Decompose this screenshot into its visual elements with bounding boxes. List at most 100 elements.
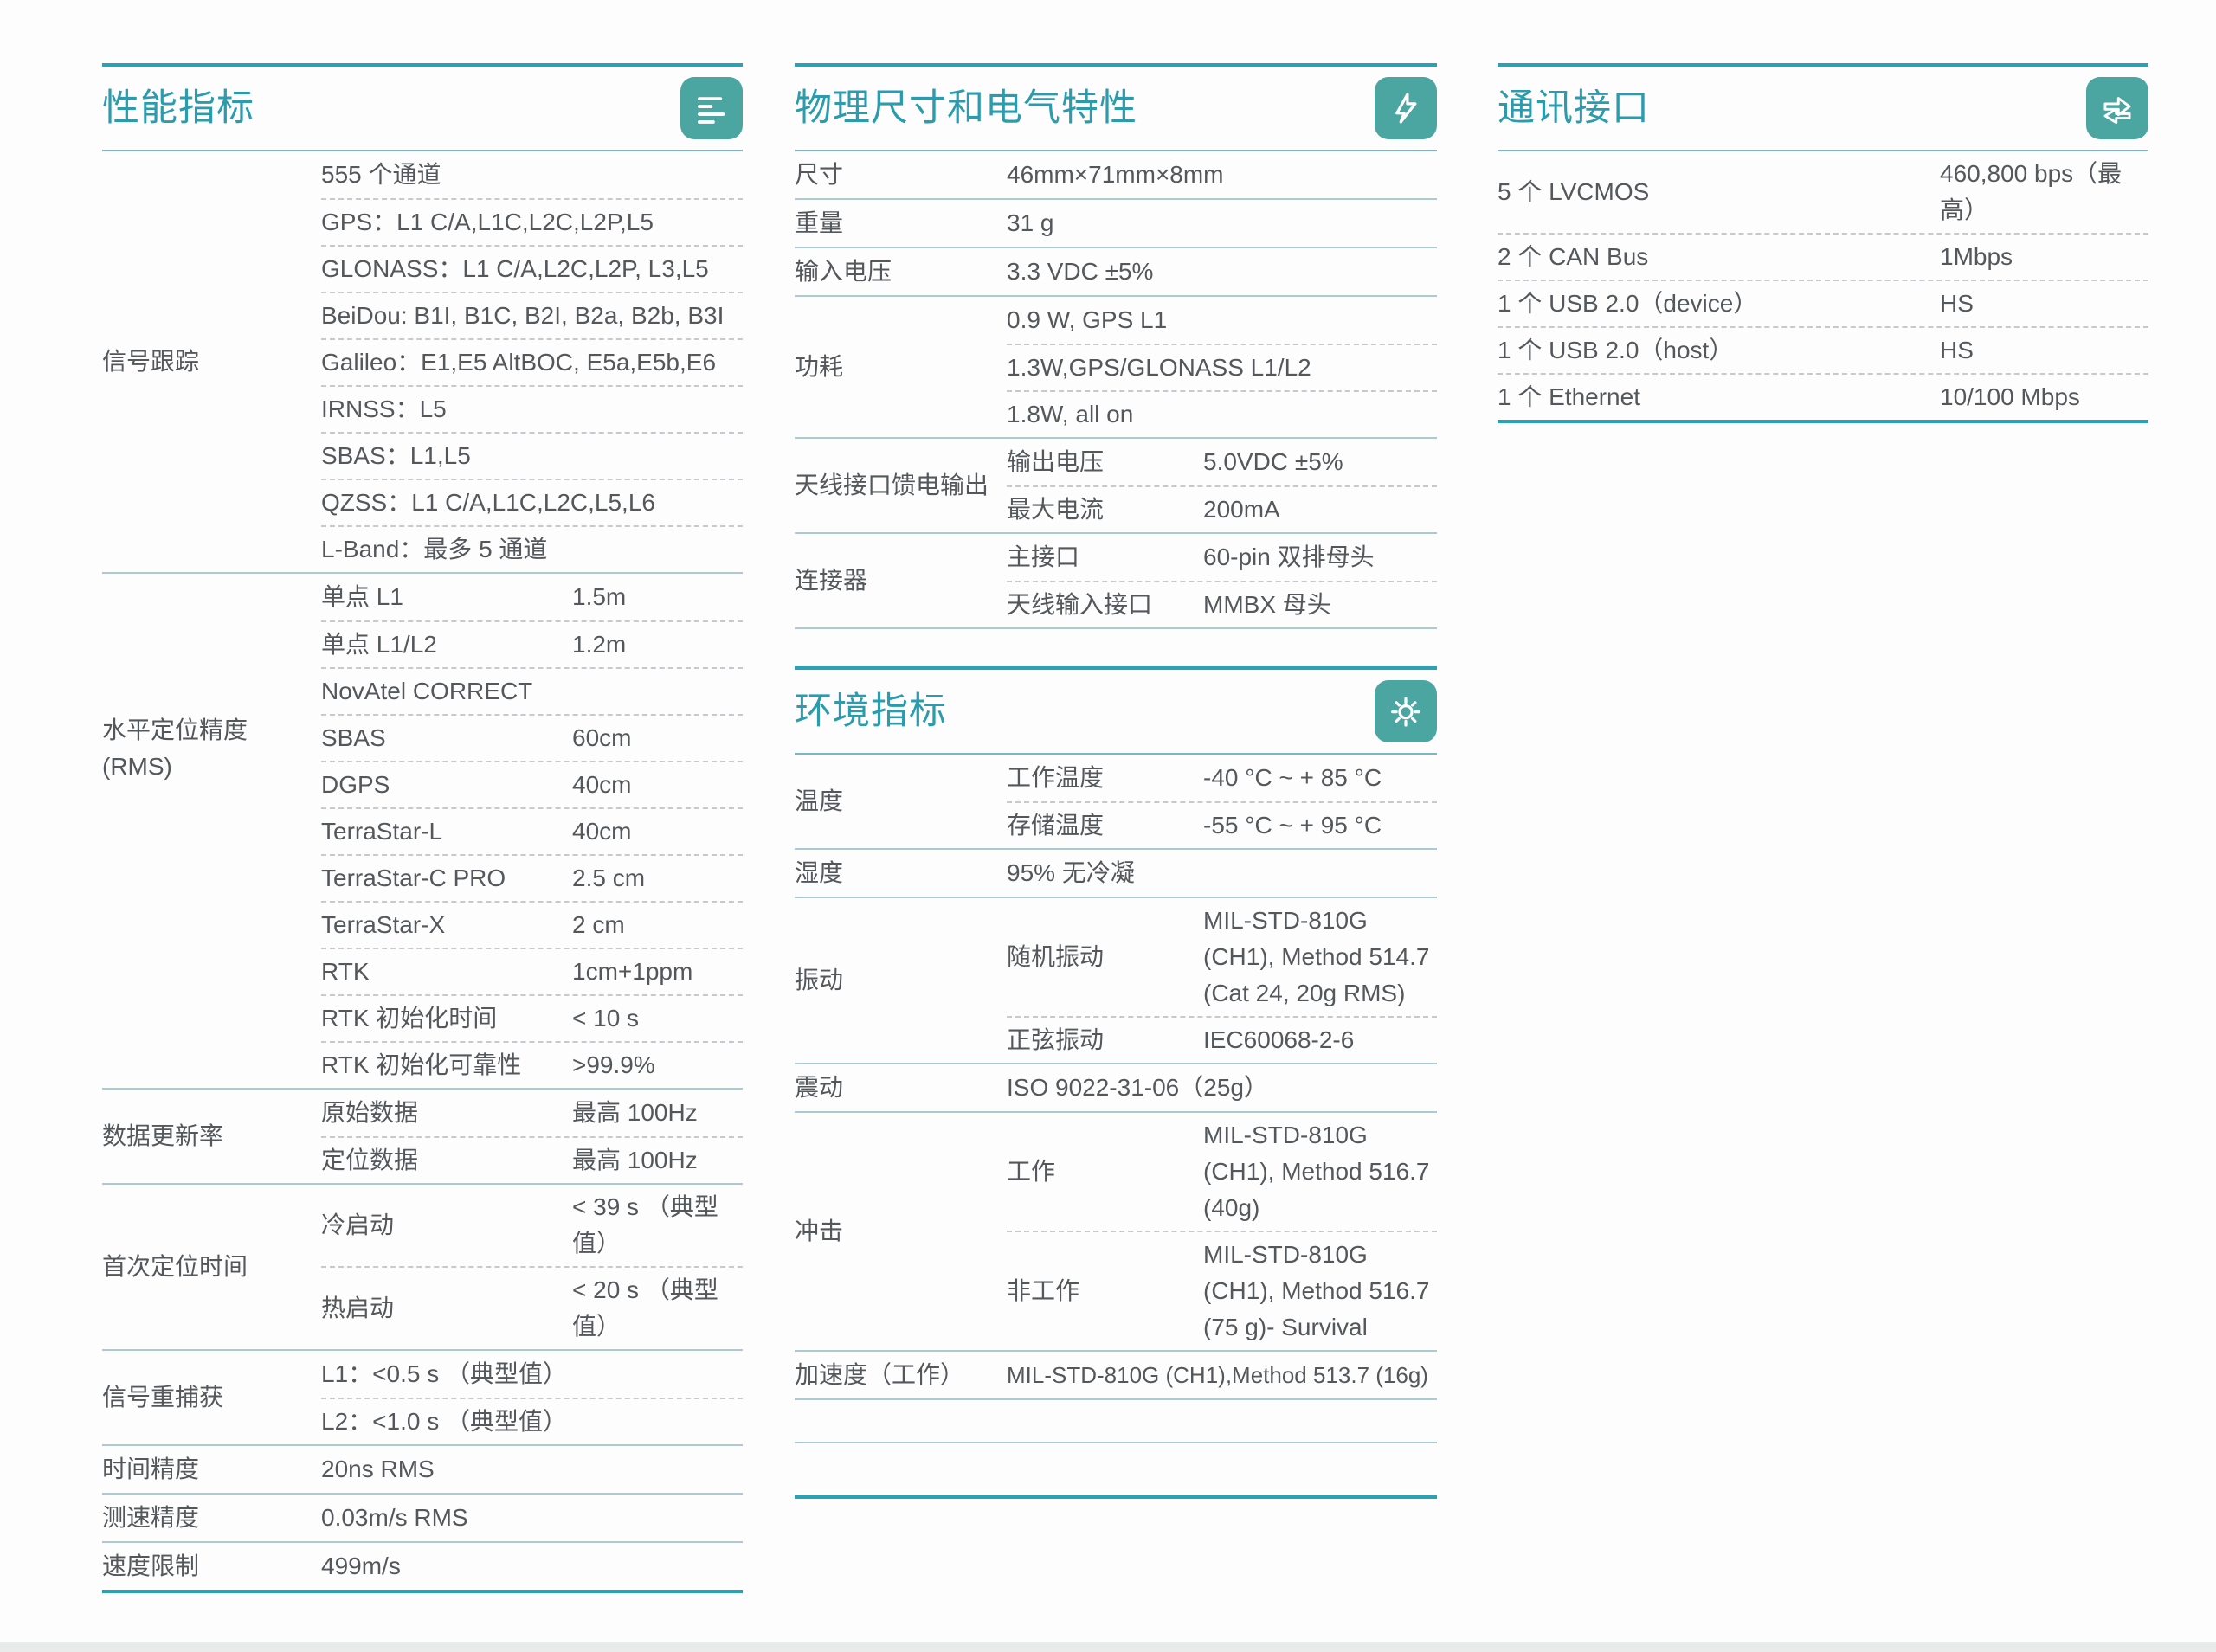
- spec-row: L1：<0.5 s （典型值）: [321, 1351, 743, 1398]
- section-top-rule: [795, 666, 1437, 670]
- spec-row: 非工作 MIL-STD-810G (CH1), Method 516.7 (75 …: [1007, 1231, 1437, 1350]
- section-communication: 通讯接口 5 个 LVCMOS 460,800 bps（最高） 2 个 CAN B…: [1498, 63, 2148, 423]
- spec-row: Galileo：E1,E5 AltBOC, E5a,E5b,E6: [321, 338, 743, 385]
- spec-value: 60-pin 双排母头: [1203, 543, 1375, 570]
- spec-value: 46mm×71mm×8mm: [1007, 161, 1224, 188]
- spec-value: 最高 100Hz: [572, 1147, 698, 1173]
- group-label: 加速度（工作）: [795, 1361, 965, 1388]
- spec-group-shock: 冲击 工作 MIL-STD-810G (CH1), Method 516.7 (4…: [795, 1111, 1437, 1350]
- group-label: 时间精度: [102, 1456, 200, 1482]
- spec-group-input-voltage: 输入电压 3.3 VDC ±5%: [795, 247, 1437, 295]
- group-label: 重量: [795, 209, 844, 236]
- spec-row: 1 个 Ethernet 10/100 Mbps: [1498, 373, 2148, 420]
- spec-row: SBAS 60cm: [321, 714, 743, 761]
- spec-group-reacquisition: 信号重捕获 L1：<0.5 s （典型值） L2：<1.0 s （典型值）: [102, 1349, 743, 1444]
- spec-label: 5 个 LVCMOS: [1498, 178, 1650, 205]
- spec-row: 46mm×71mm×8mm: [1007, 151, 1437, 198]
- page-bottom-edge: [0, 1642, 2216, 1652]
- spec-group-vibration: 振动 随机振动 MIL-STD-810G (CH1), Method 514.7 …: [795, 897, 1437, 1063]
- section-header: 物理尺寸和电气特性: [795, 67, 1437, 151]
- spec-value: 1cm+1ppm: [572, 958, 693, 985]
- group-label: 尺寸: [795, 161, 844, 188]
- spec-row: NovAtel CORRECT: [321, 667, 743, 714]
- spec-row: 工作温度 -40 °C ~ + 85 °C: [1007, 755, 1437, 801]
- spec-label: 单点 L1/L2: [321, 631, 437, 658]
- spec-row: TerraStar-L 40cm: [321, 807, 743, 854]
- section-top-rule: [102, 63, 743, 67]
- spec-row: 2 个 CAN Bus 1Mbps: [1498, 233, 2148, 280]
- spec-value: L-Band：最多 5 通道: [321, 536, 548, 562]
- spec-value: 5.0VDC ±5%: [1203, 448, 1343, 475]
- spec-label: SBAS: [321, 724, 386, 751]
- group-label: 震动: [795, 1074, 844, 1101]
- page-title: 物理尺寸和电气特性: [795, 87, 1137, 129]
- spec-row: 单点 L1 1.5m: [321, 574, 743, 620]
- spec-label: 输出电压: [1007, 448, 1105, 475]
- section-header: 环境指标: [795, 670, 1437, 755]
- spec-value: MIL-STD-810G (CH1), Method 516.7 (40g): [1203, 1122, 1430, 1221]
- empty-row: [795, 1442, 1437, 1495]
- spec-row: 0.03m/s RMS: [321, 1495, 743, 1541]
- spec-label: 原始数据: [321, 1099, 419, 1126]
- spec-row: 输出电压 5.0VDC ±5%: [1007, 439, 1437, 485]
- spec-value: -55 °C ~ + 95 °C: [1203, 812, 1382, 839]
- section-physical: 物理尺寸和电气特性 尺寸 46mm×71mm×8mm 重量 31 g 输入电压 …: [795, 63, 1437, 629]
- spec-group-power: 功耗 0.9 W, GPS L1 1.3W,GPS/GLONASS L1/L2 …: [795, 295, 1437, 437]
- spec-row: MIL-STD-810G (CH1),Method 513.7 (16g): [1007, 1352, 1437, 1398]
- spec-row: IRNSS：L5: [321, 385, 743, 432]
- spec-label: DGPS: [321, 771, 390, 798]
- spec-value: < 39 s （典型值）: [572, 1193, 718, 1257]
- group-label: 测速精度: [102, 1504, 200, 1531]
- spec-value: QZSS：L1 C/A,L1C,L2C,L5,L6: [321, 489, 655, 516]
- spec-row: ISO 9022-31-06（25g）: [1007, 1064, 1437, 1111]
- spec-value: MIL-STD-810G (CH1), Method 514.7 (Cat 24…: [1203, 907, 1430, 1006]
- spec-value: IEC60068-2-6: [1203, 1026, 1355, 1053]
- spec-value: MIL-STD-810G (CH1), Method 516.7 (75 g)-…: [1203, 1241, 1430, 1340]
- spec-label: 单点 L1: [321, 583, 403, 610]
- swap-arrows-icon: [2086, 77, 2148, 139]
- spec-label: 1 个 USB 2.0（host）: [1498, 337, 1734, 363]
- spec-row: 31 g: [1007, 200, 1437, 247]
- spec-value: 60cm: [572, 724, 632, 751]
- spec-label: 最大电流: [1007, 496, 1105, 523]
- lightning-icon: [1375, 77, 1437, 139]
- spec-label: RTK 初始化可靠性: [321, 1051, 522, 1078]
- spec-group-ttff: 首次定位时间 冷启动 < 39 s （典型值） 热启动 < 20 s （典型值）: [102, 1183, 743, 1349]
- spec-row: 主接口 60-pin 双排母头: [1007, 534, 1437, 581]
- spec-value: -40 °C ~ + 85 °C: [1203, 764, 1382, 791]
- spec-value: 1Mbps: [1940, 243, 2013, 270]
- spec-value: ISO 9022-31-06（25g）: [1007, 1074, 1268, 1101]
- spec-value: IRNSS：L5: [321, 395, 447, 422]
- spec-row: 冷启动 < 39 s （典型值）: [321, 1185, 743, 1266]
- spec-group-signal-tracking: 信号跟踪 555 个通道 GPS：L1 C/A,L1C,L2C,L2P,L5 G…: [102, 151, 743, 572]
- spec-group-size: 尺寸 46mm×71mm×8mm: [795, 151, 1437, 198]
- spec-row: 95% 无冷凝: [1007, 850, 1437, 897]
- spec-value: 2 cm: [572, 911, 625, 938]
- group-label: 数据更新率: [102, 1122, 224, 1149]
- spec-value: SBAS：L1,L5: [321, 442, 471, 469]
- spec-row: 热启动 < 20 s （典型值）: [321, 1266, 743, 1349]
- spec-row: L-Band：最多 5 通道: [321, 525, 743, 572]
- spec-group-velocity-accuracy: 测速精度 0.03m/s RMS: [102, 1493, 743, 1541]
- spec-row: TerraStar-X 2 cm: [321, 901, 743, 948]
- spec-value: BeiDou: B1I, B1C, B2I, B2a, B2b, B3I: [321, 302, 725, 329]
- spec-group-horizontal-accuracy: 水平定位精度 (RMS) 单点 L1 1.5m 单点 L1/L2 1.2m NovA…: [102, 572, 743, 1088]
- group-label: 功耗: [795, 353, 844, 380]
- spec-row: L2：<1.0 s （典型值）: [321, 1398, 743, 1444]
- spec-row: 工作 MIL-STD-810G (CH1), Method 516.7 (40g): [1007, 1113, 1437, 1231]
- spec-label: NovAtel CORRECT: [321, 678, 533, 704]
- spec-value: 1.8W, all on: [1007, 401, 1134, 427]
- spec-value: 499m/s: [321, 1552, 401, 1579]
- spec-label: 天线输入接口: [1007, 591, 1153, 618]
- page-title: 环境指标: [795, 690, 947, 732]
- spec-row: 555 个通道: [321, 151, 743, 198]
- spec-label: 存储温度: [1007, 812, 1105, 839]
- spec-row: 1 个 USB 2.0（device） HS: [1498, 280, 2148, 326]
- spec-group-bump: 震动 ISO 9022-31-06（25g）: [795, 1063, 1437, 1111]
- spec-label: 2 个 CAN Bus: [1498, 243, 1649, 270]
- spec-group-humidity: 湿度 95% 无冷凝: [795, 848, 1437, 897]
- section-end-rule: [795, 627, 1437, 629]
- spec-row: 1.3W,GPS/GLONASS L1/L2: [1007, 344, 1437, 390]
- spec-label: 工作温度: [1007, 764, 1105, 791]
- group-label: 湿度: [795, 859, 844, 886]
